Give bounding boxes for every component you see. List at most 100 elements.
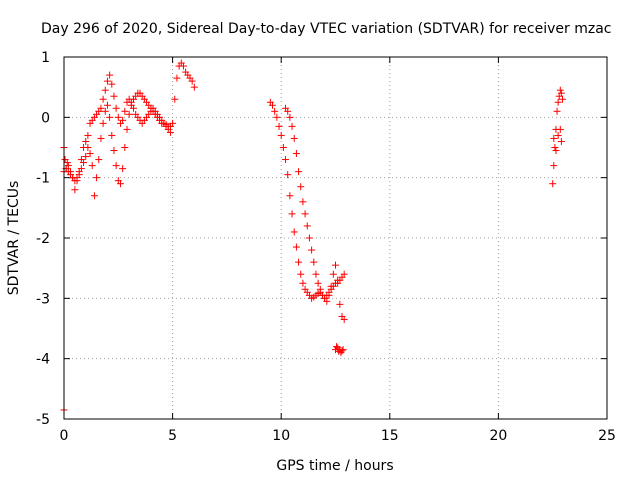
- y-tick-label: -1: [36, 171, 50, 187]
- data-point: [299, 198, 307, 206]
- data-point: [552, 147, 560, 155]
- data-point: [279, 144, 287, 151]
- data-point: [284, 171, 292, 179]
- grid-layer: [64, 57, 607, 419]
- data-point: [297, 183, 305, 191]
- data-point: [336, 300, 344, 308]
- data-point: [286, 113, 294, 121]
- data-point: [114, 113, 122, 121]
- x-tick-label: 10: [272, 428, 290, 444]
- data-point: [97, 134, 105, 142]
- data-point: [554, 98, 562, 106]
- data-point: [103, 77, 111, 85]
- y-tick-label: -5: [36, 412, 50, 428]
- data-point: [332, 261, 339, 269]
- data-point: [190, 83, 198, 91]
- data-point: [271, 107, 279, 115]
- data-point: [95, 156, 103, 164]
- data-point: [333, 343, 341, 351]
- y-tick-label: 1: [41, 50, 50, 66]
- data-point: [316, 285, 324, 293]
- data-point: [63, 159, 71, 167]
- plot-frame: [63, 56, 608, 420]
- data-point: [554, 131, 562, 139]
- data-point: [340, 315, 348, 323]
- y-tick-label: -3: [36, 291, 50, 307]
- data-point: [121, 144, 129, 151]
- data-point: [188, 77, 196, 85]
- data-point: [171, 95, 179, 103]
- data-point: [93, 174, 101, 182]
- data-point: [312, 270, 320, 278]
- data-point: [99, 119, 107, 127]
- data-point: [290, 134, 298, 142]
- y-tick-label: -4: [36, 352, 50, 368]
- data-point: [108, 80, 116, 88]
- x-axis-label: GPS time / hours: [276, 458, 393, 474]
- data-point: [119, 165, 127, 173]
- data-point: [110, 147, 118, 155]
- data-point: [110, 92, 118, 100]
- data-point: [310, 258, 318, 266]
- data-point: [86, 150, 94, 158]
- data-point: [90, 192, 98, 200]
- data-point: [99, 95, 107, 103]
- data-point: [286, 192, 294, 200]
- data-point: [340, 270, 348, 278]
- data-point: [292, 243, 300, 251]
- data-point: [557, 137, 565, 145]
- data-point: [116, 180, 124, 188]
- data-point: [338, 347, 346, 355]
- data-point: [88, 162, 96, 170]
- data-point: [288, 210, 296, 218]
- x-tick-label: 15: [381, 428, 399, 444]
- data-point: [173, 74, 181, 82]
- data-point: [295, 168, 303, 176]
- y-axis-label: SDTVAR / TECUs: [6, 181, 22, 296]
- data-point: [558, 95, 566, 103]
- data-point: [166, 122, 174, 130]
- data-point: [97, 104, 105, 112]
- chart-title: Day 296 of 2020, Sidereal Day-to-day VTE…: [41, 21, 611, 37]
- data-point: [82, 137, 90, 145]
- data-point: [305, 234, 313, 242]
- x-tick-label: 5: [168, 428, 177, 444]
- data-point: [103, 101, 111, 109]
- data-point: [295, 258, 303, 266]
- data-point: [339, 346, 347, 354]
- data-point: [127, 101, 135, 109]
- data-point: [71, 186, 79, 194]
- data-point: [275, 122, 283, 130]
- data-point: [297, 270, 305, 278]
- data-point: [329, 270, 337, 278]
- data-point: [166, 128, 174, 136]
- data-point: [290, 228, 298, 236]
- data-point: [112, 162, 120, 170]
- data-point: [308, 246, 316, 254]
- y-tick-label: 0: [41, 110, 50, 126]
- x-tick-label: 0: [60, 428, 69, 444]
- data-point: [80, 159, 88, 167]
- data-point: [553, 107, 561, 115]
- y-tick-label: -2: [36, 231, 50, 247]
- data-point: [101, 107, 109, 115]
- tick-layer: 0 5 10 15 20 25 -5 -4 -3 -2 -1 0 1: [36, 50, 616, 444]
- data-point: [106, 113, 114, 121]
- data-point: [121, 107, 129, 115]
- data-point: [549, 180, 557, 188]
- data-point: [108, 131, 116, 139]
- data-point: [179, 62, 187, 70]
- data-point: [551, 144, 559, 151]
- data-point: [550, 134, 558, 142]
- data-point: [314, 279, 322, 287]
- data-point: [112, 104, 120, 112]
- data-point: [557, 89, 565, 97]
- x-tick-label: 25: [598, 428, 616, 444]
- data-point: [84, 131, 92, 139]
- data-point: [556, 125, 564, 133]
- data-point: [269, 101, 277, 109]
- data-points: [60, 59, 566, 414]
- data-point: [550, 162, 558, 170]
